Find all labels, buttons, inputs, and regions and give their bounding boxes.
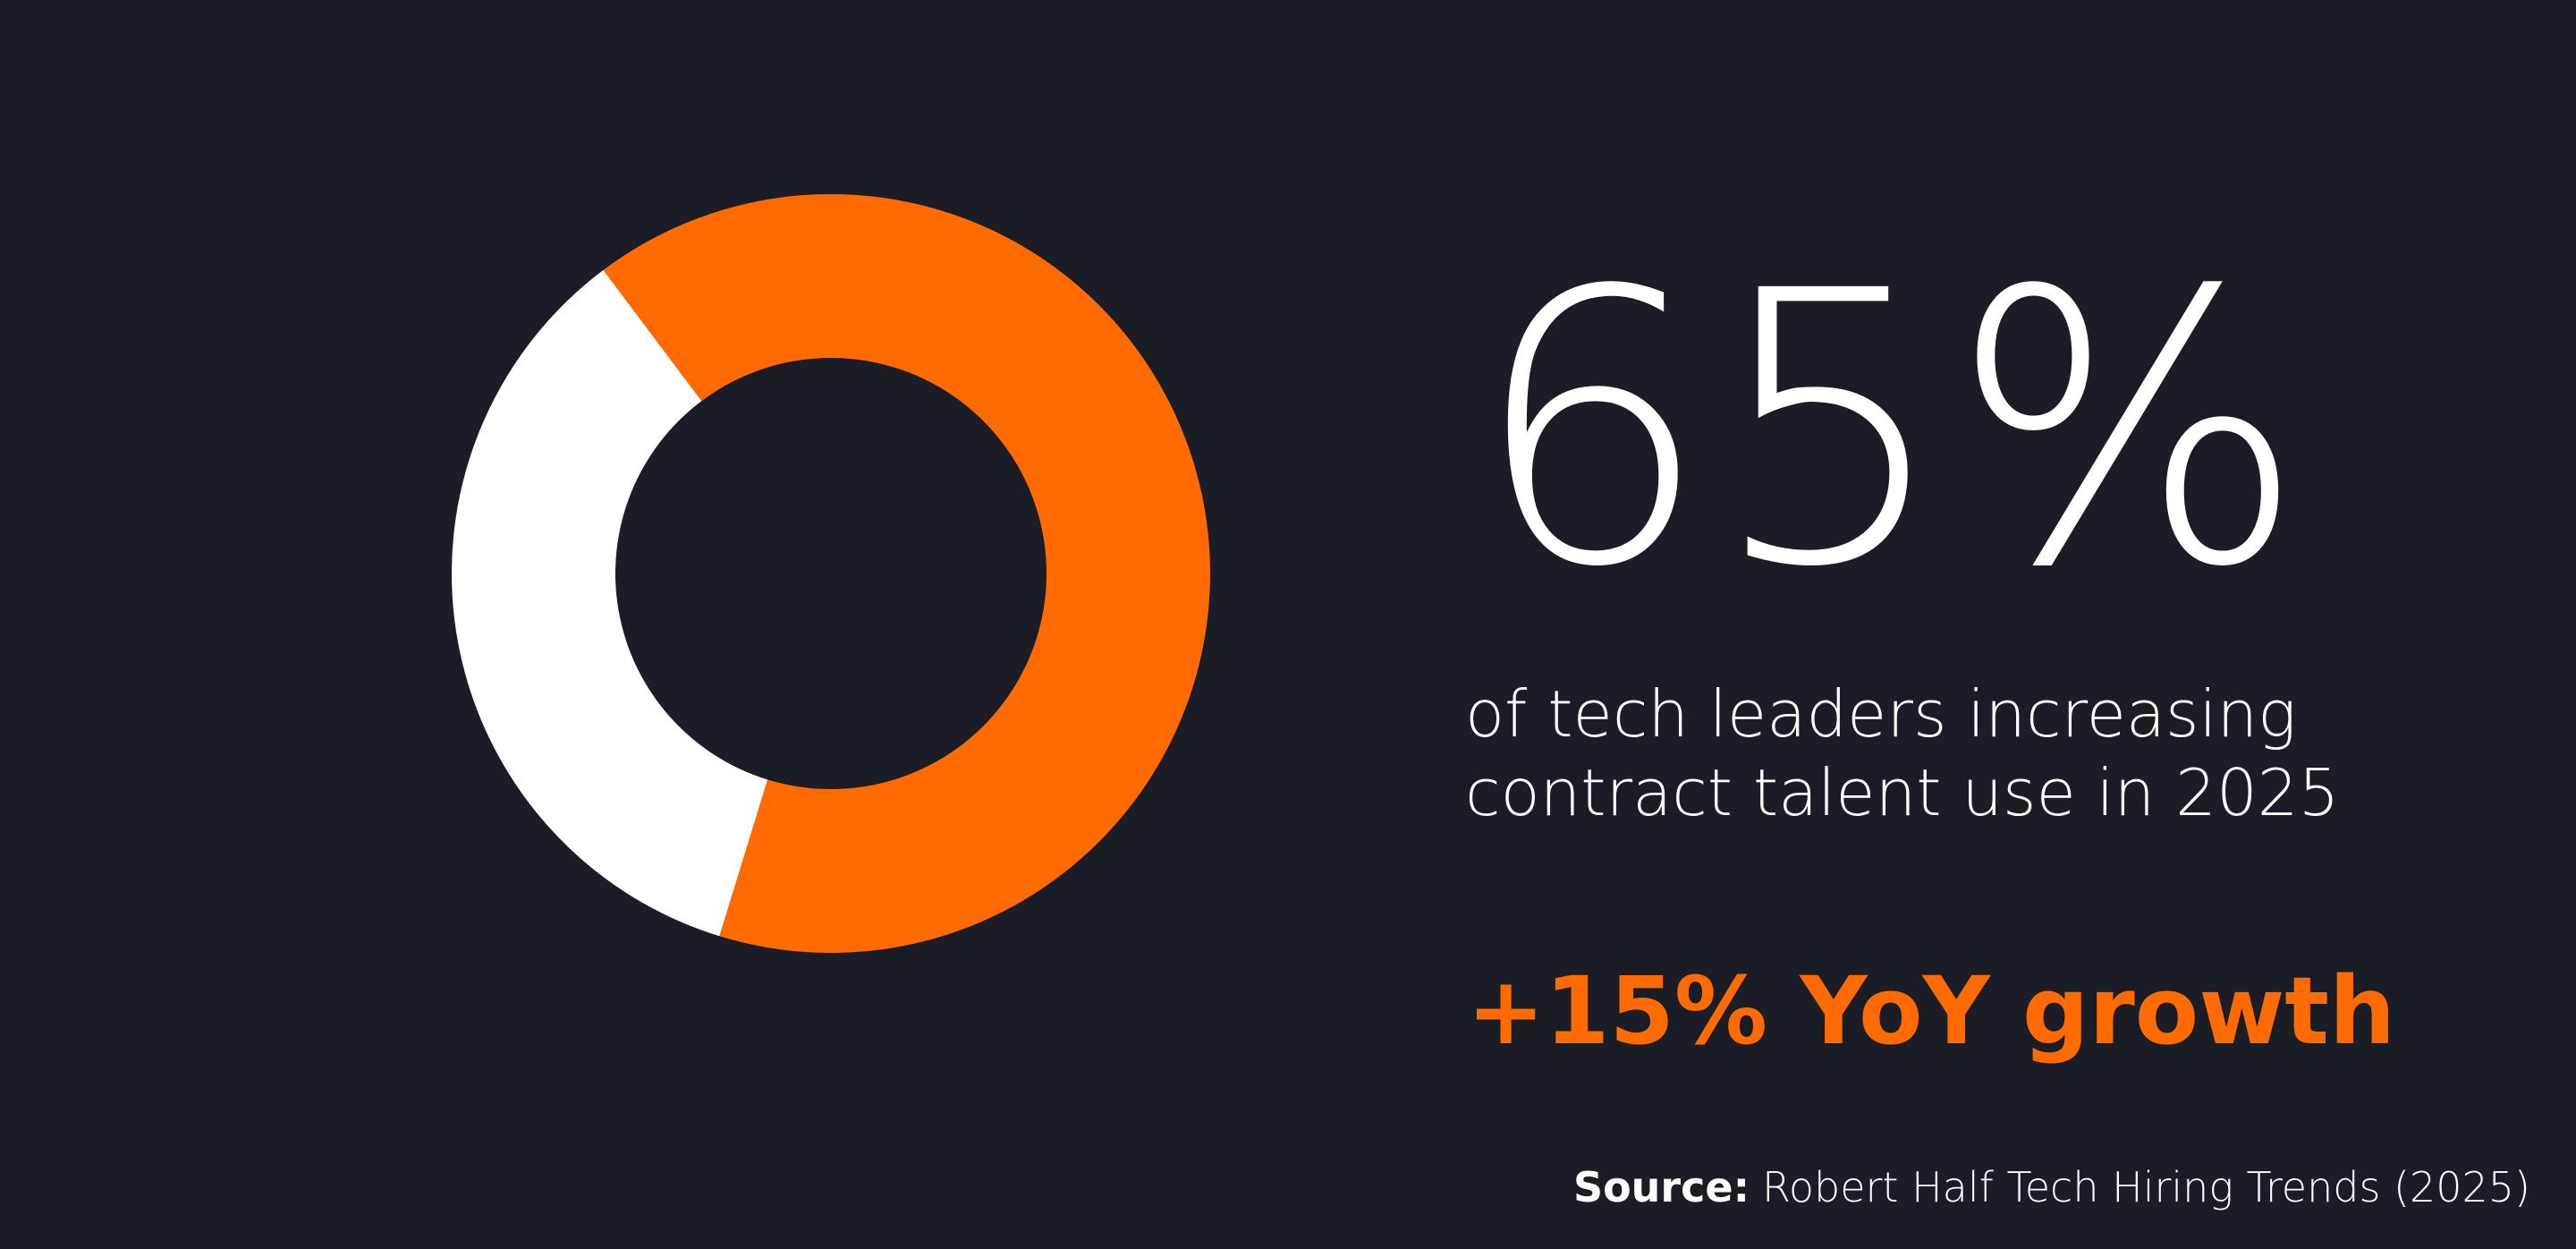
donut-segment bbox=[452, 269, 768, 937]
headline: 65% bbox=[1471, 212, 2307, 650]
highlight: +15% YoY growth bbox=[1467, 956, 2395, 1066]
source-text: Robert Half Tech Hiring Trends (2025) bbox=[1762, 1163, 2530, 1211]
source-label: Source: bbox=[1573, 1163, 1750, 1211]
description-line: contract talent use in 2025 bbox=[1465, 755, 2339, 830]
description-line: of tech leaders increasing bbox=[1465, 676, 2296, 752]
donut bbox=[452, 193, 1210, 953]
donut-segment bbox=[603, 193, 1210, 953]
source: Source: Robert Half Tech Hiring Trends (2… bbox=[1573, 1163, 2530, 1211]
